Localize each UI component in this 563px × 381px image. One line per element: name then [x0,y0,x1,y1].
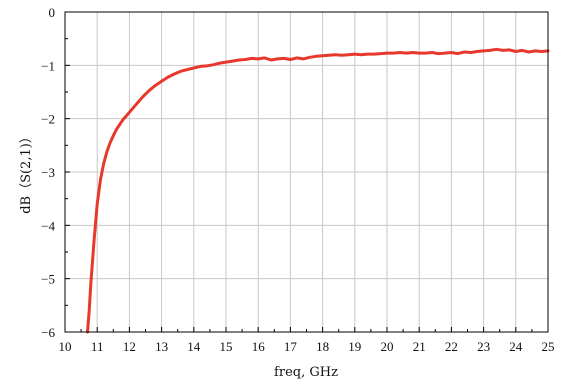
series-line [86,47,550,334]
x-tick-label: 23 [477,339,490,354]
x-tick-label: 14 [187,339,201,354]
x-tick-label: 20 [381,339,394,354]
x-tick-label: 19 [348,339,361,354]
x-tick-label: 17 [284,339,298,354]
tick-labels: 10 11 12 13 14 15 16 17 18 19 20 21 22 23 24 25 0 −1 −2 −3 −… [41,5,554,354]
y-tick-label: 0 [49,5,56,20]
x-tick-label: 25 [542,339,555,354]
y-tick-label: −5 [41,272,55,287]
x-tick-label: 10 [59,339,72,354]
data-layer [86,47,550,334]
axis-ticks [64,11,549,333]
x-tick-label: 18 [316,339,329,354]
x-tick-label: 16 [252,339,266,354]
x-tick-label: 22 [445,339,458,354]
x-tick-label: 13 [155,339,168,354]
x-tick-label: 24 [509,339,523,354]
x-tick-label: 11 [91,339,104,354]
y-tick-label: −4 [41,218,55,233]
x-tick-label: 21 [413,339,426,354]
x-tick-label: 15 [220,339,233,354]
grid [65,12,548,332]
y-tick-label: −1 [41,58,55,73]
y-tick-label: −2 [41,112,55,127]
y-tick-label: −3 [41,165,55,180]
y-tick-label: −6 [41,325,55,340]
x-tick-label: 12 [123,339,136,354]
x-axis-title: freq, GHz [274,365,338,380]
y-axis-title: dB（S(2,1)） [19,130,34,214]
